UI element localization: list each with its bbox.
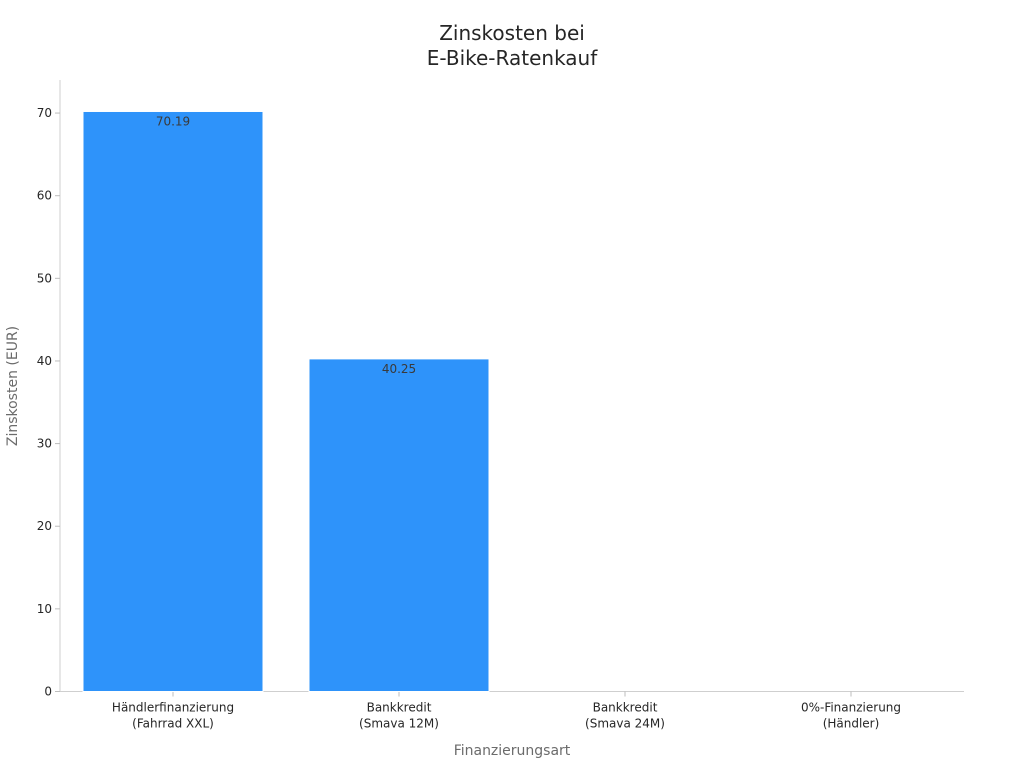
bar (308, 358, 490, 692)
x-tick-label-line: Bankkredit (593, 701, 658, 715)
x-tick-label-line: Händlerfinanzierung (112, 701, 234, 715)
y-tick-label: 0 (44, 685, 52, 699)
y-tick-label: 70 (37, 106, 52, 120)
y-tick-label: 60 (37, 189, 52, 203)
x-tick-label-line: (Händler) (823, 717, 880, 731)
chart-title-group: Zinskosten bei E-Bike-Ratenkauf (427, 21, 599, 70)
x-tick-label-line: Bankkredit (367, 701, 432, 715)
y-axis: 0 10 20 30 40 50 60 70 (37, 80, 61, 699)
chart-title-line: E-Bike-Ratenkauf (427, 46, 599, 70)
y-tick-label: 40 (37, 354, 52, 368)
bar-value-label: 70.19 (156, 114, 190, 128)
x-tick-label: Bankkredit (Smava 12M) (359, 701, 439, 731)
y-tick-label: 10 (37, 602, 52, 616)
y-tick-label: 50 (37, 271, 52, 285)
chart-title-line: Zinskosten bei (439, 21, 585, 45)
y-tick-label: 30 (37, 437, 52, 451)
data-labels: 70.19 40.25 (156, 114, 416, 375)
bar (82, 110, 264, 692)
x-tick-label-line: (Smava 24M) (585, 717, 665, 731)
x-tick-label-line: (Fahrrad XXL) (132, 717, 214, 731)
y-tick-label: 20 (37, 519, 52, 533)
x-tick-label: Händlerfinanzierung (Fahrrad XXL) (112, 701, 234, 731)
x-tick-label-line: (Smava 12M) (359, 717, 439, 731)
y-axis-title: Zinskosten (EUR) (5, 326, 21, 446)
chart-title: Zinskosten bei E-Bike-Ratenkauf (427, 21, 599, 70)
bars (82, 110, 490, 692)
x-tick-label: Bankkredit (Smava 24M) (585, 701, 665, 731)
x-axis-title: Finanzierungsart (454, 743, 571, 759)
x-tick-label: 0%-Finanzierung (Händler) (801, 701, 901, 731)
x-tick-label-line: 0%-Finanzierung (801, 701, 901, 715)
x-axis: Händlerfinanzierung (Fahrrad XXL) Bankkred… (60, 691, 964, 731)
bar-value-label: 40.25 (382, 362, 416, 376)
